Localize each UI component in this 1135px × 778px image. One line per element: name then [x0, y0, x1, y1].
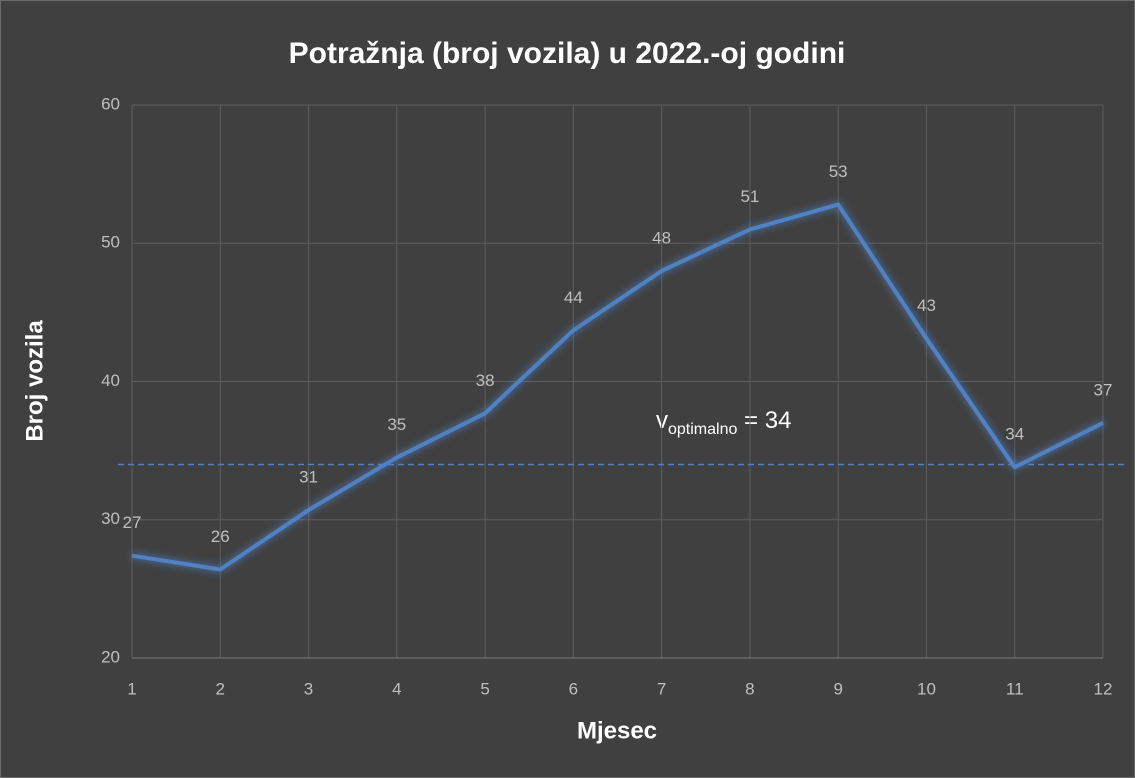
x-tick-label: 10 — [917, 679, 936, 698]
data-label: 26 — [211, 527, 230, 546]
data-label: 48 — [652, 228, 671, 247]
x-tick-label: 2 — [216, 679, 225, 698]
y-axis-label: Broj vozila — [21, 320, 48, 442]
x-axis-label: Mjesec — [577, 717, 657, 744]
x-tick-label: 12 — [1094, 679, 1113, 698]
x-tick-label: 7 — [657, 679, 666, 698]
data-label: 34 — [1005, 425, 1024, 444]
annotation: voptimalno = 34 — [656, 407, 791, 438]
data-label: 51 — [740, 187, 759, 206]
data-label: 31 — [299, 468, 318, 487]
data-label: 38 — [476, 371, 495, 390]
data-label: 43 — [917, 296, 936, 315]
x-tick-label: 1 — [127, 679, 136, 698]
chart-title: Potražnja (broj vozila) u 2022.-oj godin… — [289, 37, 846, 70]
x-tick-label: 6 — [569, 679, 578, 698]
data-label: 44 — [564, 288, 583, 307]
y-tick-label: 20 — [101, 647, 120, 666]
x-tick-label: 11 — [1006, 679, 1024, 698]
annotation-sub: optimalno — [668, 421, 737, 438]
x-tick-label: 9 — [833, 679, 842, 698]
x-tick-label: 4 — [392, 679, 401, 698]
y-tick-label: 30 — [101, 509, 120, 528]
data-label: 27 — [123, 513, 142, 532]
y-tick-label: 50 — [101, 233, 120, 252]
data-label: 35 — [387, 415, 406, 434]
x-tick-label: 5 — [480, 679, 489, 698]
data-label: 37 — [1094, 380, 1113, 399]
annotation-rest: = 34 — [737, 407, 791, 434]
x-tick-label: 8 — [745, 679, 754, 698]
x-tick-label: 3 — [304, 679, 313, 698]
y-tick-label: 60 — [101, 94, 120, 113]
line-series — [131, 202, 1104, 572]
y-tick-label: 40 — [101, 371, 120, 390]
data-label: 53 — [829, 162, 848, 181]
